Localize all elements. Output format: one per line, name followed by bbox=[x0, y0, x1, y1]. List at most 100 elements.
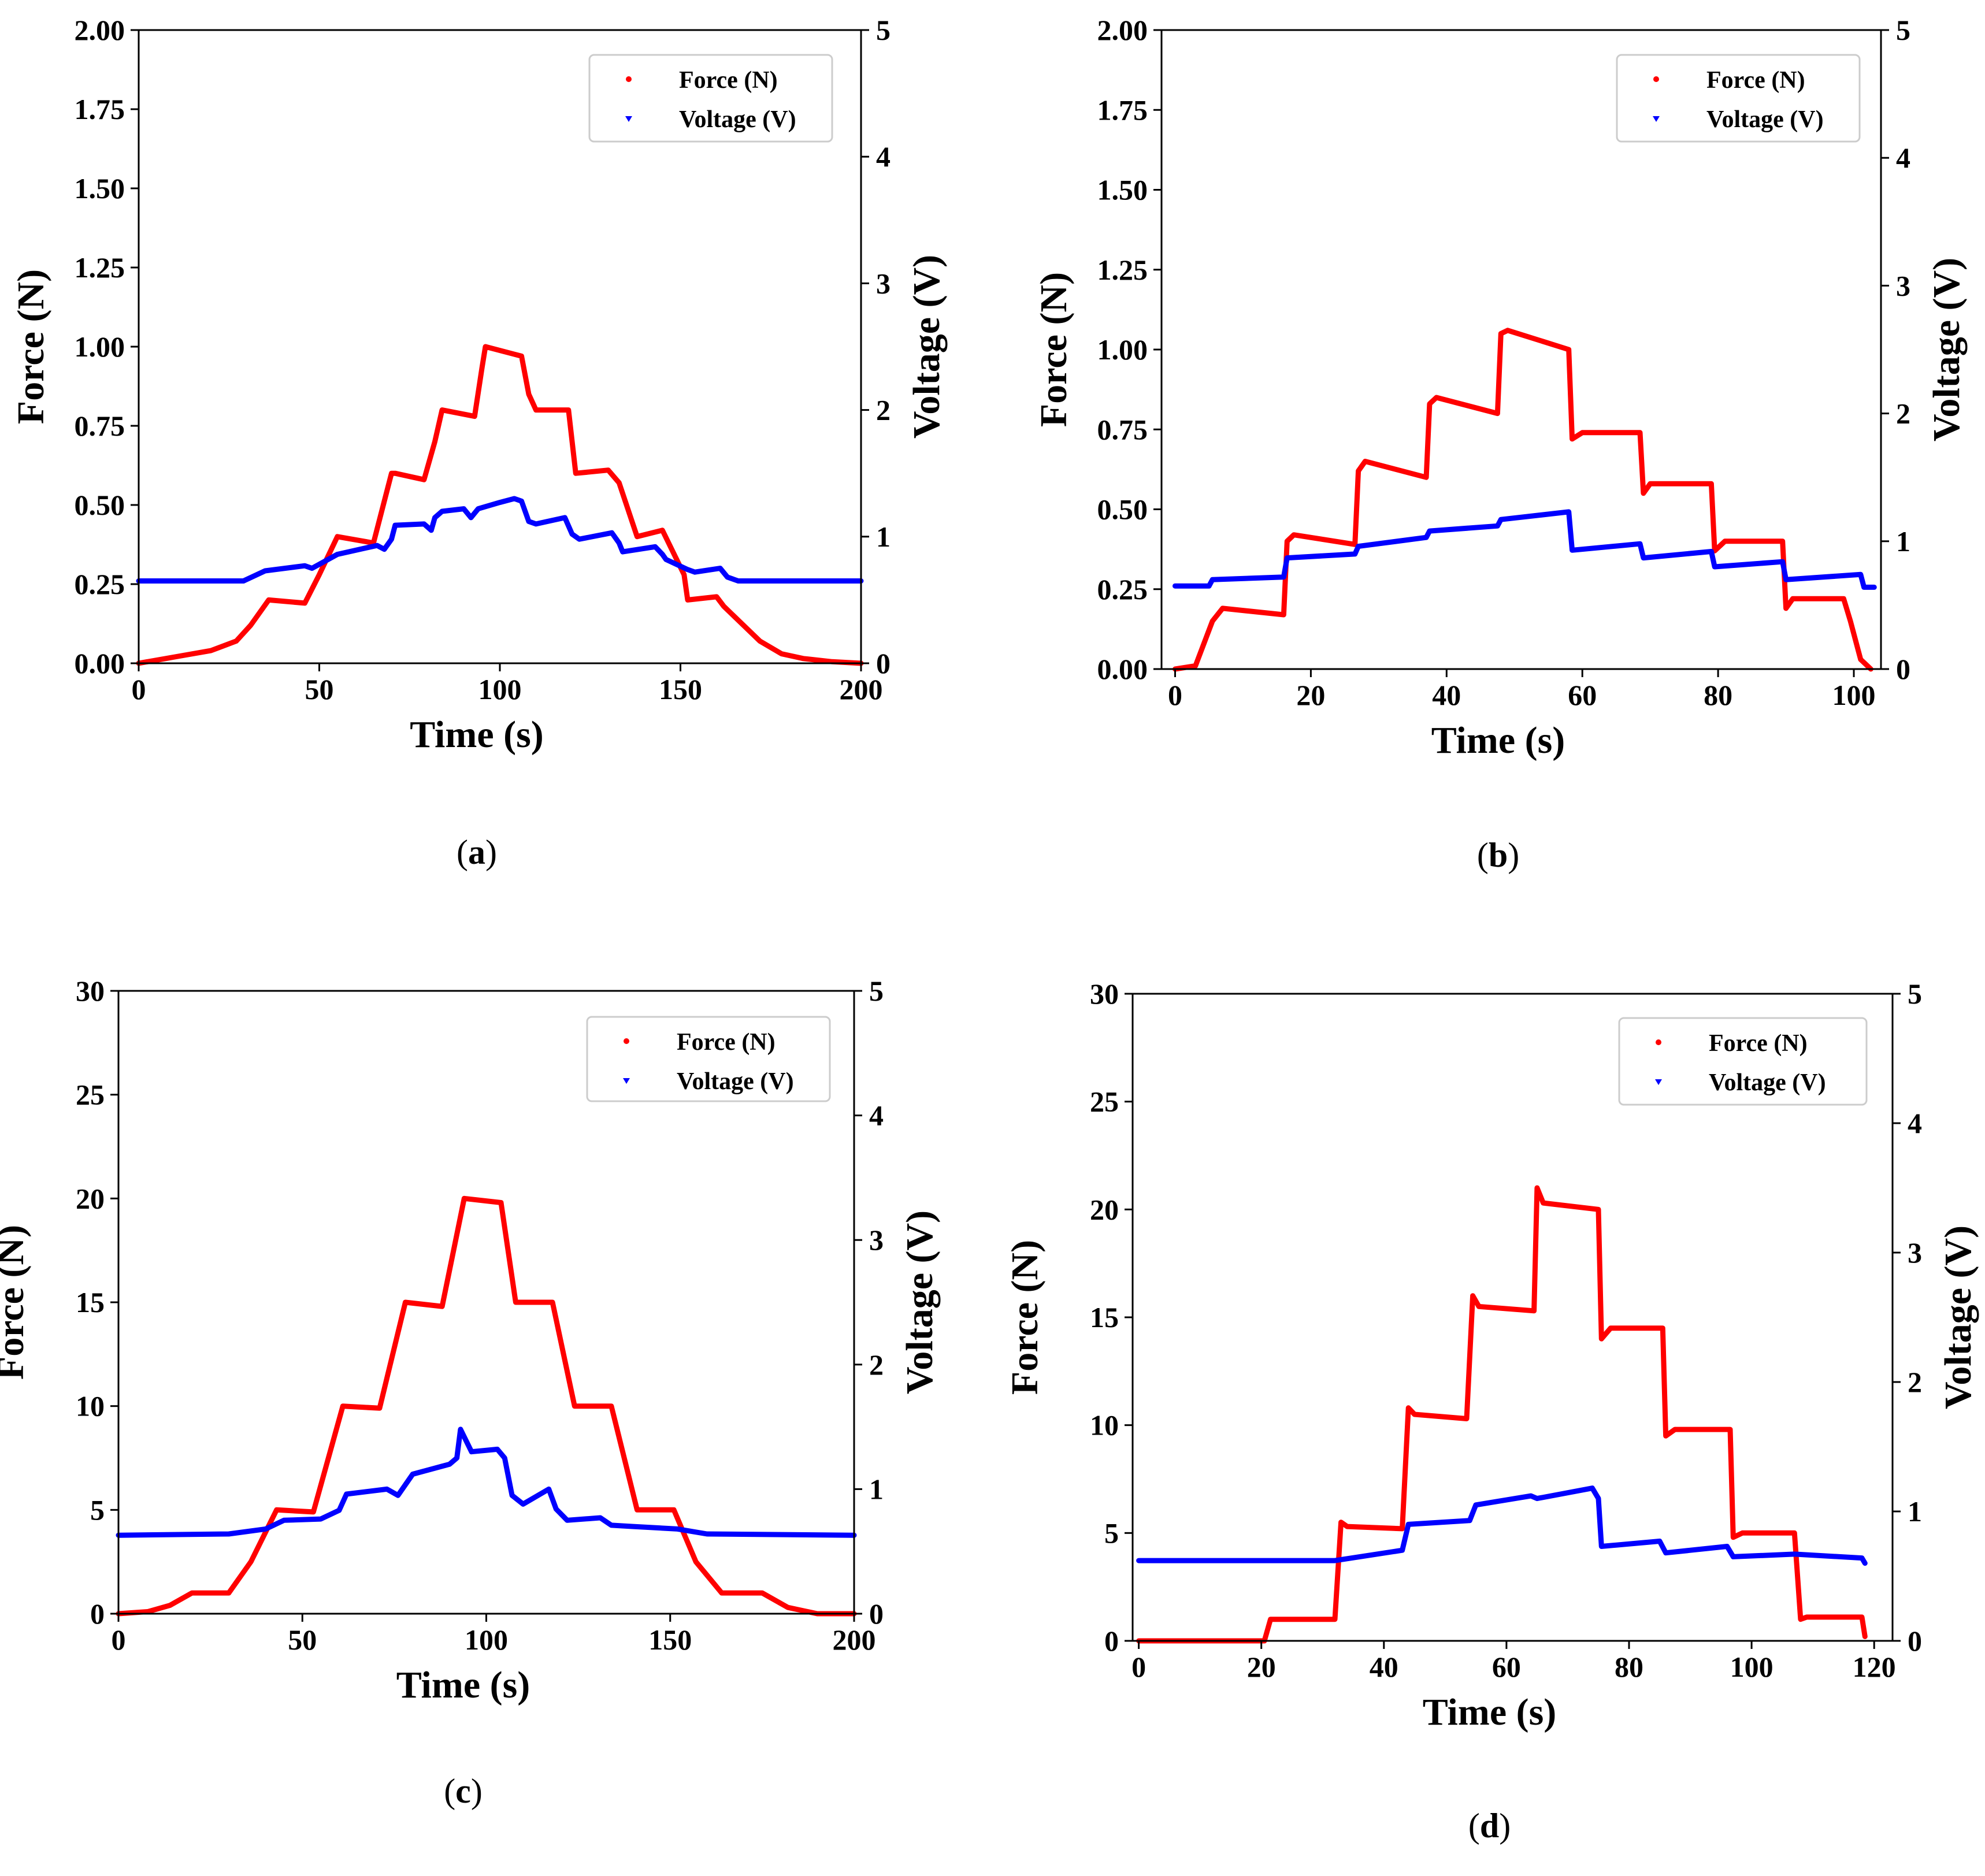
x-tick-label: 50 bbox=[305, 673, 334, 705]
x-tick-label: 100 bbox=[1730, 1651, 1773, 1683]
y-left-tick-label: 25 bbox=[1090, 1086, 1119, 1118]
legend-label-voltage: Voltage (V) bbox=[679, 106, 796, 133]
legend-label-force: Force (N) bbox=[1706, 67, 1805, 94]
y-left-tick-label: 0.25 bbox=[75, 568, 125, 600]
x-axis-title: Time (s) bbox=[1423, 1691, 1557, 1733]
y-left-tick-label: 0.75 bbox=[75, 410, 125, 442]
y-right-tick-label: 4 bbox=[876, 140, 891, 173]
y-right-tick-label: 1 bbox=[1908, 1495, 1922, 1528]
legend-box bbox=[1618, 1017, 1868, 1106]
voltage-series-line bbox=[116, 1426, 857, 1538]
y-right-tick-label: 1 bbox=[1896, 525, 1910, 558]
y-left-tick-label: 1.00 bbox=[75, 330, 125, 363]
x-tick-label: 80 bbox=[1615, 1651, 1643, 1683]
y-left-tick-label: 1.25 bbox=[1097, 254, 1148, 286]
y-left-tick-label: 1.50 bbox=[1097, 174, 1148, 206]
x-tick-label: 100 bbox=[465, 1624, 508, 1656]
y-left-tick-label: 25 bbox=[76, 1079, 105, 1111]
y-left-tick-label: 10 bbox=[1090, 1409, 1119, 1442]
x-tick-label: 40 bbox=[1432, 679, 1461, 711]
chart-panel-a: 0 50 100 150 2000.000.250.500.751.001.251.50… bbox=[10, 14, 948, 871]
y-left-tick-label: 2.00 bbox=[1097, 14, 1148, 46]
legend-box bbox=[586, 1016, 831, 1102]
x-tick-label: 100 bbox=[478, 673, 522, 705]
panel-label: (c) bbox=[444, 1772, 483, 1810]
legend-marker-triangle-icon bbox=[1653, 116, 1660, 122]
y-left-tick-label: 1.75 bbox=[1097, 94, 1148, 126]
legend-marker-dot-icon bbox=[1653, 76, 1659, 82]
y-left-tick-label: 15 bbox=[76, 1286, 105, 1318]
x-tick-label: 20 bbox=[1296, 679, 1325, 711]
legend-label-voltage: Voltage (V) bbox=[1709, 1069, 1826, 1096]
x-tick-label: 200 bbox=[833, 1624, 876, 1656]
x-tick-label: 80 bbox=[1704, 679, 1732, 711]
x-axis-title: Time (s) bbox=[410, 714, 544, 756]
chart-panel-b: 0 20 40 60 80 1000.000.250.500.751.001.251.50… bbox=[1033, 14, 1968, 874]
y-left-tick-label: 1.00 bbox=[1097, 333, 1148, 366]
legend-label-force: Force (N) bbox=[677, 1029, 776, 1056]
y-right-axis-title: Voltage (V) bbox=[1925, 258, 1968, 441]
legend: Force (N) Voltage (V) bbox=[586, 1016, 831, 1102]
legend-label-voltage: Voltage (V) bbox=[677, 1068, 794, 1095]
legend-box bbox=[1616, 54, 1861, 143]
y-right-tick-label: 2 bbox=[876, 394, 891, 426]
force-series-line bbox=[116, 1195, 857, 1617]
x-tick-label: 0 bbox=[132, 673, 146, 705]
y-right-tick-label: 5 bbox=[869, 975, 884, 1007]
voltage-series-line bbox=[136, 496, 864, 584]
y-right-axis-title: Voltage (V) bbox=[899, 1210, 941, 1394]
y-left-tick-label: 15 bbox=[1090, 1301, 1119, 1333]
y-left-tick-label: 0.00 bbox=[1097, 653, 1148, 685]
y-right-tick-label: 0 bbox=[1908, 1625, 1922, 1657]
y-left-tick-label: 0 bbox=[90, 1598, 105, 1630]
y-right-tick-label: 3 bbox=[1896, 269, 1910, 302]
panel-label: (b) bbox=[1477, 836, 1519, 874]
x-tick-label: 0 bbox=[1131, 1651, 1146, 1683]
y-right-tick-label: 1 bbox=[869, 1473, 884, 1505]
y-left-tick-label: 0.25 bbox=[1097, 573, 1148, 605]
legend-marker-dot-icon bbox=[626, 76, 632, 82]
x-tick-label: 0 bbox=[1168, 679, 1182, 711]
legend-label-force: Force (N) bbox=[679, 67, 778, 94]
legend-marker-triangle-icon bbox=[625, 116, 632, 122]
legend: Force (N) Voltage (V) bbox=[1618, 1017, 1868, 1106]
y-right-tick-label: 0 bbox=[869, 1598, 884, 1630]
voltage-series-line bbox=[1136, 1485, 1868, 1566]
legend-marker-triangle-icon bbox=[623, 1078, 630, 1084]
y-right-tick-label: 2 bbox=[1908, 1366, 1922, 1398]
legend: Force (N) Voltage (V) bbox=[1616, 54, 1861, 143]
y-left-tick-label: 30 bbox=[1090, 978, 1119, 1010]
y-left-tick-label: 20 bbox=[76, 1182, 105, 1214]
y-left-tick-label: 1.50 bbox=[75, 172, 125, 205]
legend: Force (N) Voltage (V) bbox=[588, 54, 833, 143]
y-left-tick-label: 0.50 bbox=[1097, 493, 1148, 526]
force-series-line bbox=[1173, 328, 1873, 672]
y-left-tick-label: 2.00 bbox=[75, 14, 125, 46]
y-left-axis-title: Force (N) bbox=[10, 269, 52, 424]
y-left-tick-label: 0.75 bbox=[1097, 413, 1148, 445]
x-tick-label: 150 bbox=[659, 673, 702, 705]
legend-label-voltage: Voltage (V) bbox=[1706, 106, 1824, 133]
x-tick-label: 100 bbox=[1832, 679, 1876, 711]
legend-marker-dot-icon bbox=[624, 1038, 629, 1044]
y-right-tick-label: 4 bbox=[1896, 142, 1910, 174]
y-right-tick-label: 1 bbox=[876, 521, 891, 553]
y-left-tick-label: 5 bbox=[1104, 1517, 1119, 1549]
force-series-line bbox=[136, 344, 864, 666]
voltage-series-line bbox=[1173, 509, 1877, 590]
y-right-axis-title: Voltage (V) bbox=[1937, 1225, 1979, 1409]
panel-label: (d) bbox=[1468, 1807, 1511, 1845]
y-right-tick-label: 0 bbox=[1896, 653, 1910, 685]
x-tick-label: 20 bbox=[1247, 1651, 1276, 1683]
x-axis-title: Time (s) bbox=[1431, 719, 1565, 761]
y-right-tick-label: 2 bbox=[1896, 398, 1910, 430]
x-tick-label: 60 bbox=[1492, 1651, 1521, 1683]
force-series-line bbox=[1136, 1185, 1868, 1644]
chart-panel-d: 0 20 40 60 80 100 120 0 5 10 15 20 25 30 0 1 2 3 4 5 Time (s… bbox=[1004, 978, 1979, 1845]
y-left-axis-title: Force (N) bbox=[1033, 272, 1075, 427]
y-right-tick-label: 3 bbox=[876, 267, 891, 299]
legend-marker-triangle-icon bbox=[1655, 1079, 1662, 1085]
y-right-tick-label: 5 bbox=[1908, 978, 1922, 1010]
y-left-tick-label: 1.75 bbox=[75, 93, 125, 125]
